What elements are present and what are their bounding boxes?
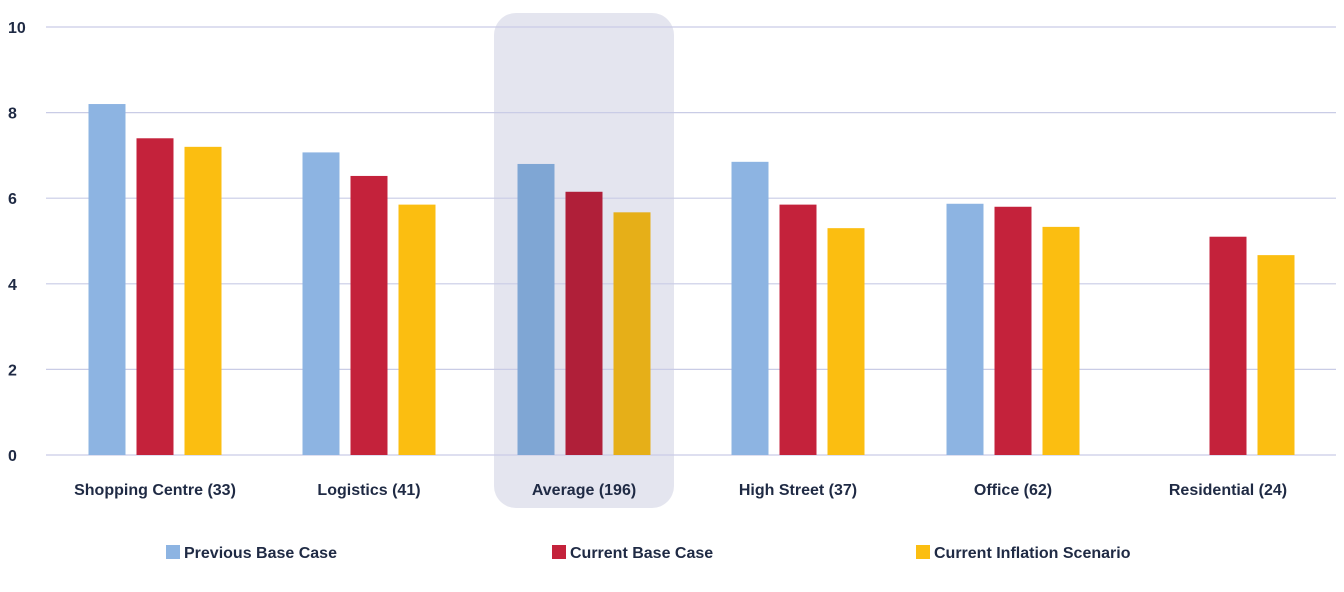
category-label: Office (62): [974, 482, 1052, 499]
bar: [994, 206, 1032, 455]
y-tick-label: 4: [8, 277, 17, 294]
category-label: High Street (37): [739, 482, 857, 499]
y-tick-label: 0: [8, 448, 17, 465]
legend-label: Current Base Case: [570, 545, 713, 562]
bar: [184, 146, 222, 455]
category-label: Shopping Centre (33): [74, 482, 236, 499]
category-label: Average (196): [532, 482, 636, 499]
bar: [1257, 255, 1295, 455]
bar: [565, 191, 603, 455]
bar: [946, 203, 984, 455]
bar: [350, 175, 388, 455]
bar: [779, 204, 817, 455]
bar: [1042, 226, 1080, 455]
category-label: Residential (24): [1169, 482, 1287, 499]
legend-label: Previous Base Case: [184, 545, 337, 562]
bar: [398, 204, 436, 455]
bar: [827, 228, 865, 455]
bar: [613, 212, 651, 455]
legend-swatch: [552, 545, 566, 559]
y-tick-label: 6: [8, 191, 17, 208]
legend-label: Current Inflation Scenario: [934, 545, 1131, 562]
bar: [88, 104, 126, 455]
bar: [1209, 236, 1247, 455]
bar: [731, 161, 769, 455]
y-tick-label: 10: [8, 20, 26, 37]
legend-swatch: [916, 545, 930, 559]
bar: [302, 152, 340, 456]
category-label: Logistics (41): [317, 482, 420, 499]
bar: [517, 163, 555, 455]
legend-swatch: [166, 545, 180, 559]
y-tick-label: 8: [8, 106, 17, 123]
bar: [136, 138, 174, 455]
y-tick-label: 2: [8, 362, 17, 379]
